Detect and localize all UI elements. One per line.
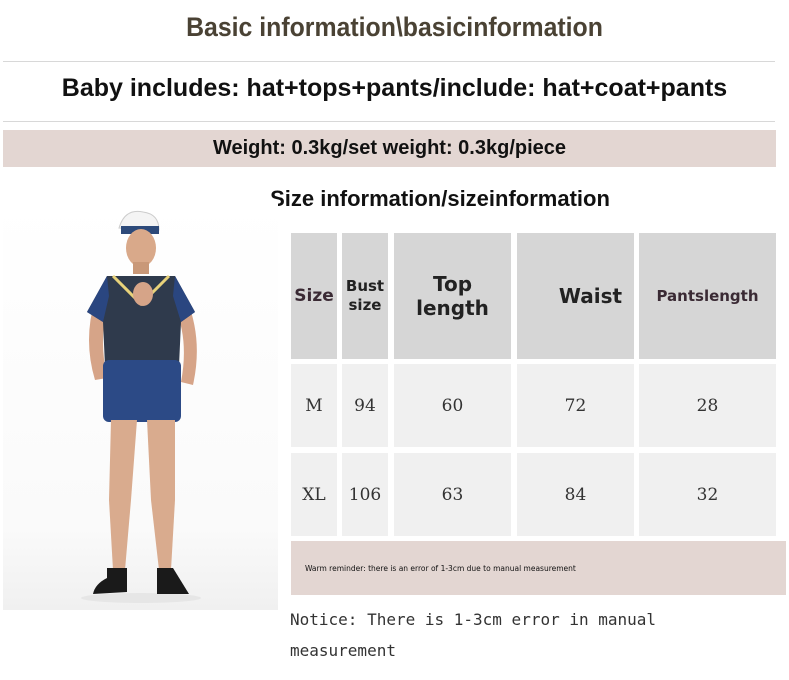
divider <box>3 121 775 122</box>
product-photo <box>3 200 278 610</box>
divider <box>3 61 775 62</box>
header-size: Size <box>291 233 337 359</box>
cell-pants-length: 28 <box>639 364 776 447</box>
includes-text: Baby includes: hat+tops+pants/include: h… <box>61 74 728 102</box>
cell-size: XL <box>291 453 337 536</box>
header-top-length: Top length <box>394 233 511 359</box>
page-title: Basic information\basicinformation <box>186 12 603 42</box>
reminder-text: Warm reminder: there is an error of 1-3c… <box>305 563 576 573</box>
notice-text: Notice: There is 1-3cm error in manual m… <box>290 610 657 660</box>
cell-top-length: 63 <box>394 453 511 536</box>
weight-band: Weight: 0.3kg/set weight: 0.3kg/piece <box>3 130 776 167</box>
cell-waist: 84 <box>517 453 634 536</box>
header-bust-size: Bust size <box>342 233 388 359</box>
size-heading: Size information/sizeinformation <box>270 186 610 211</box>
cell-waist: 72 <box>517 364 634 447</box>
cell-top-length: 60 <box>394 364 511 447</box>
cell-size: M <box>291 364 337 447</box>
reminder-band: Warm reminder: there is an error of 1-3c… <box>291 541 786 595</box>
model-sailor-costume-image <box>81 210 201 603</box>
header-pants-length: Pantslength <box>639 233 776 359</box>
header-waist: Waist <box>517 233 634 359</box>
cell-bust: 94 <box>342 364 388 447</box>
cell-bust: 106 <box>342 453 388 536</box>
cell-pants-length: 32 <box>639 453 776 536</box>
weight-text: Weight: 0.3kg/set weight: 0.3kg/piece <box>212 137 567 159</box>
